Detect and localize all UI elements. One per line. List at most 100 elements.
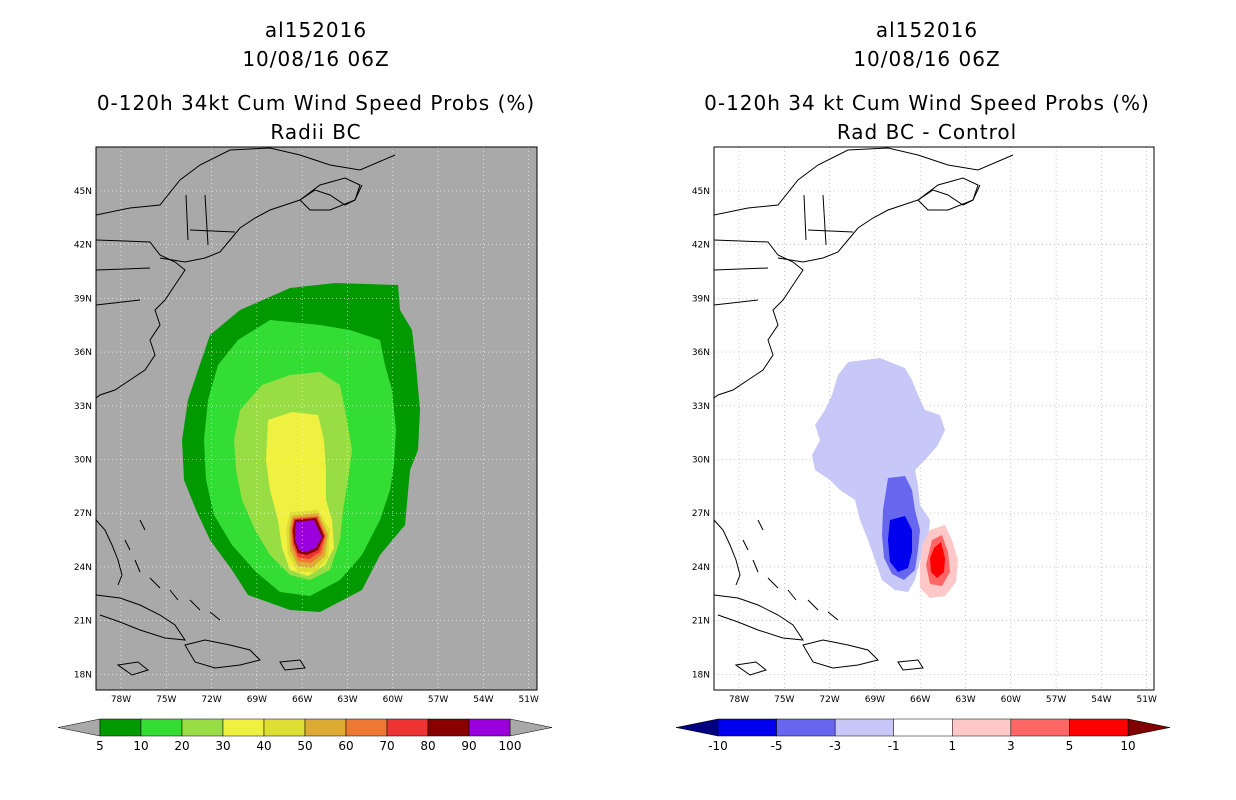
diff-plus-5-contour [930,542,945,578]
left-coastlines [96,147,396,676]
us-east-coast [96,239,186,399]
lat-tick-label: 18N [74,670,92,680]
lon-tick-label: 72W [819,695,839,705]
left-grid [96,147,537,690]
state-lines [714,194,854,306]
colorbar-swatch [776,718,836,737]
bahamas [742,519,839,621]
colorbar-swatch [468,718,511,737]
nova-scotia [917,177,979,211]
lat-tick-label: 24N [74,563,92,573]
colorbar-swatch [717,718,777,737]
florida-east [714,519,741,586]
lon-tick-label: 66W [910,695,930,705]
colorbar-label: 10 [1120,739,1135,753]
colorbar-label: 5 [1066,739,1074,753]
lat-tick-label: 30N [692,456,710,466]
colorbar-swatch [834,718,894,737]
lon-tick-label: 54W [1091,695,1111,705]
lat-tick-label: 33N [692,402,710,412]
puerto-rico [279,659,306,671]
right-datetime: 10/08/16 06Z [853,47,1001,71]
bahamas [124,519,221,621]
right-colorbar: -10 -5 -3 -1 1 3 5 10 [675,718,1171,753]
left-lon-ticks: 78W 75W 72W 69W 66W 63W 60W 57W 54W 51W [111,695,539,705]
nova-scotia [299,177,361,211]
right-subtitle: Rad BC - Control [836,120,1018,144]
us-east-coast [714,239,804,399]
colorbar-swatch [1010,718,1070,737]
lat-tick-label: 30N [74,456,92,466]
left-map-frame [95,146,538,691]
colorbar-swatch [304,718,347,737]
hispaniola [184,639,261,669]
right-lat-ticks: 45N 42N 39N 36N 33N 30N 27N 24N 21N 18N [692,187,710,680]
left-title: 0-120h 34kt Cum Wind Speed Probs (%) [96,91,536,115]
colorbar-label: -1 [888,739,900,753]
jamaica [734,661,768,676]
colorbar-swatch [1069,718,1129,737]
prob-90-contour [295,520,322,552]
lat-tick-label: 21N [692,617,710,627]
colorbar-label: 20 [174,739,189,753]
lon-tick-label: 78W [111,695,131,705]
colorbar-low-triangle [57,718,101,737]
canada-border [714,147,1014,216]
lat-tick-label: 39N [74,294,92,304]
lat-tick-label: 18N [692,670,710,680]
colorbar-swatch [386,718,429,737]
jamaica [116,661,150,676]
right-map: 45N 42N 39N 36N 33N 30N 27N 24N 21N 18N 78W 75W 72W… [692,146,1157,705]
lat-tick-label: 24N [692,563,710,573]
lat-tick-label: 27N [692,509,710,519]
right-difference-contours [812,358,958,598]
lat-tick-label: 42N [692,241,710,251]
canada-border [96,147,396,216]
colorbar-swatch [345,718,388,737]
left-lat-ticks: 45N 42N 39N 36N 33N 30N 27N 24N 21N 18N [74,187,92,680]
lon-tick-label: 72W [201,695,221,705]
cuba [714,594,805,641]
lat-tick-label: 45N [692,187,710,197]
colorbar-label: 30 [215,739,230,753]
colorbar-label: 50 [297,739,312,753]
lat-tick-label: 36N [74,348,92,358]
colorbar-label: 10 [133,739,148,753]
colorbar-high-triangle [1127,718,1171,737]
cuba [96,594,187,641]
diff-minus-5-contour [888,516,912,572]
colorbar-label: -10 [708,739,728,753]
lat-tick-label: 45N [74,187,92,197]
left-storm-id: al152016 [264,18,368,42]
colorbar-low-triangle [675,718,719,737]
left-probability-contours [182,283,420,612]
colorbar-swatch [952,718,1012,737]
lon-tick-label: 69W [865,695,885,705]
new-england-coast [777,184,981,263]
colorbar-label: -5 [771,739,783,753]
right-map-frame [713,146,1155,691]
lon-tick-label: 75W [156,695,176,705]
right-lon-ticks: 78W 75W 72W 69W 66W 63W 60W 57W 54W 51W [729,695,1157,705]
right-storm-id: al152016 [875,18,979,42]
lon-tick-label: 63W [955,695,975,705]
lon-tick-label: 63W [337,695,357,705]
colorbar-label: 60 [338,739,353,753]
lon-tick-label: 57W [1046,695,1066,705]
colorbar-swatch [893,718,953,737]
lon-tick-label: 69W [247,695,267,705]
puerto-rico [897,659,924,671]
right-title: 0-120h 34 kt Cum Wind Speed Probs (%) [704,91,1150,115]
colorbar-label: 80 [420,739,435,753]
left-subtitle: Radii BC [270,120,362,144]
lat-tick-label: 27N [74,509,92,519]
lat-tick-label: 39N [692,294,710,304]
colorbar-swatch [99,718,142,737]
colorbar-swatch [222,718,265,737]
colorbar-label: 40 [256,739,271,753]
lon-tick-label: 57W [428,695,448,705]
new-england-coast [159,184,363,263]
colorbar-swatch [140,718,183,737]
colorbar-label: 90 [461,739,476,753]
